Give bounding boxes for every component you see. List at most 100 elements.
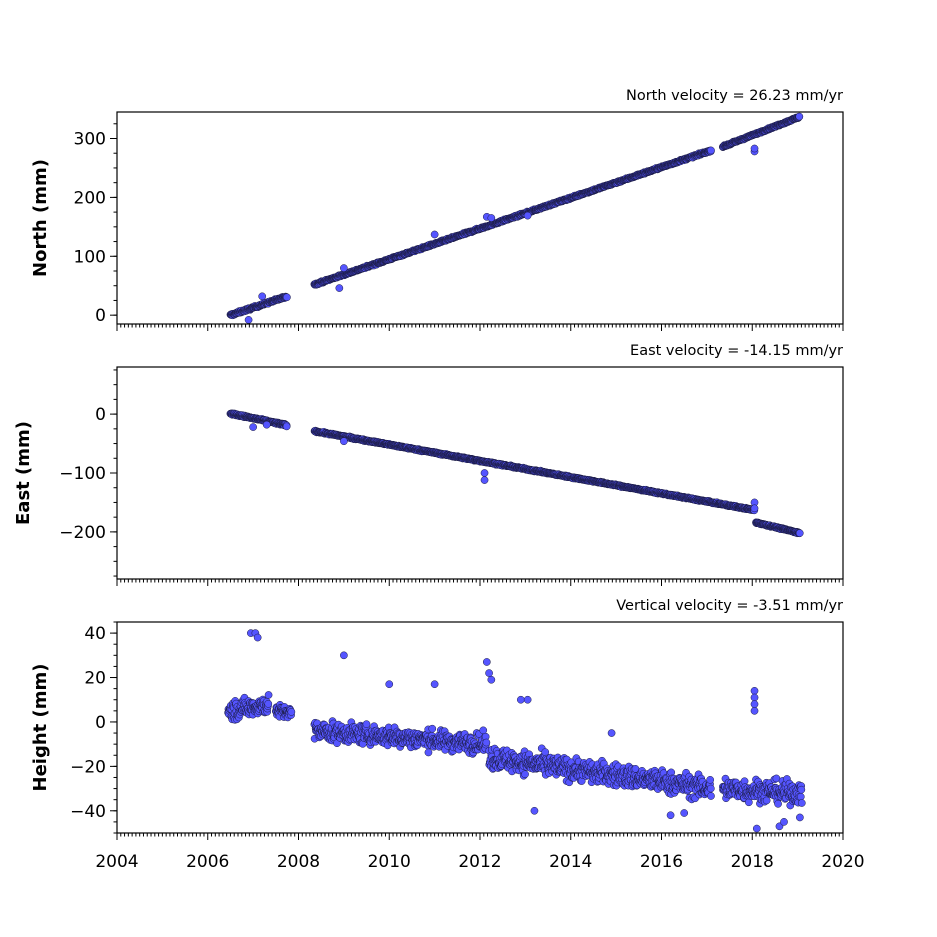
data-point [523,695,532,704]
data-point [796,792,805,801]
data-point [706,784,715,793]
y-axis-title: East (mm) [13,421,34,525]
x-tick-label: 2018 [731,852,774,872]
y-tick-label: 300 [74,130,106,150]
data-point [666,811,675,820]
data-point [530,806,539,815]
x-axis-labels: 2004 2006 2008 2010 2012 2014 2016 2018 2020 [95,852,864,872]
data-point [750,687,759,695]
data-point [340,437,348,446]
data-point [796,813,804,822]
axes-frame [116,366,844,580]
x-axis-ticks [116,324,844,331]
series-points [224,629,806,833]
y-tick-label: −200 [59,523,106,543]
data-point [750,700,759,709]
data-point [264,699,273,708]
x-tick-label: 2004 [95,852,138,872]
data-point [680,809,689,817]
data-point [480,469,489,477]
data-point [424,748,433,757]
data-point [258,292,267,301]
y-tick-label: 0 [95,713,106,733]
data-point [335,284,344,292]
data-point [706,775,715,784]
x-axis-ticks [116,579,844,586]
data-point [385,680,394,689]
data-point [521,770,529,779]
data-point [750,144,759,153]
y-tick-label: 0 [95,405,106,425]
data-point [487,214,496,222]
y-tick-label: 40 [84,624,106,644]
data-point [244,316,253,324]
data-point [523,211,532,220]
data-point [762,796,771,805]
data-point [797,799,806,807]
data-point [480,476,489,484]
y-tick-label: 20 [84,669,106,689]
data-point [750,706,759,715]
x-tick-label: 2012 [458,852,501,872]
y-tick-label: 100 [74,247,106,267]
y-axis-ticks: 0 100 200 300 [74,123,117,326]
data-point [750,504,759,513]
data-point [795,112,804,121]
series-points [226,409,804,538]
data-point [707,146,715,155]
data-point [283,293,291,302]
data-point [487,675,496,684]
y-tick-label: −100 [59,464,106,484]
x-tick-label: 2014 [549,852,592,872]
velocity-title: East velocity = -14.15 mm/yr [630,343,843,359]
y-axis-title: North (mm) [30,159,51,277]
panel-1: 0 100 200 300 North (mm) North velocity = 26.… [30,88,844,331]
x-tick-label: 2016 [640,852,683,872]
data-point [774,799,782,808]
data-point [428,724,437,733]
data-point [249,423,257,431]
data-point [340,651,348,660]
y-tick-label: 200 [74,188,106,208]
data-point [430,230,439,239]
data-point [340,264,348,272]
x-tick-label: 2010 [368,852,411,872]
y-axis-title: Height (mm) [30,664,51,792]
y-axis-ticks: 40 20 0 −20 −40 [70,621,117,834]
data-point [516,695,525,704]
y-axis-ticks: 0 −100 −200 [59,369,117,577]
y-tick-label: −20 [70,757,106,777]
y-tick-label: 0 [95,306,106,326]
x-tick-label: 2006 [186,852,229,872]
data-point [780,818,788,826]
data-point [264,691,273,699]
x-tick-label: 2008 [277,852,320,872]
data-point [282,422,291,431]
data-point [362,720,371,729]
data-point [607,729,616,737]
data-point [485,669,493,677]
data-point [262,420,271,429]
data-point [750,693,759,702]
panel-2: 0 −100 −200 East (mm) East velocity = -14.15… [13,343,844,586]
data-point [287,708,296,716]
data-point [752,824,761,833]
data-point [482,658,491,666]
data-point [253,633,262,642]
data-point [795,529,804,537]
velocity-title: North velocity = 26.23 mm/yr [626,88,843,104]
data-point [797,785,806,794]
data-point [541,748,550,756]
x-tick-label: 2020 [821,852,864,872]
x-axis-ticks [116,833,844,840]
data-point [430,680,439,689]
axes-frame [116,621,844,834]
data-point [707,792,715,800]
panel-3: 40 20 0 −20 −40 Height (mm) Vertical velocity … [30,598,844,840]
data-point [479,726,488,735]
velocity-title: Vertical velocity = -3.51 mm/yr [616,598,843,614]
series-points [226,112,804,324]
y-tick-label: −40 [70,802,106,822]
data-point [482,738,491,747]
